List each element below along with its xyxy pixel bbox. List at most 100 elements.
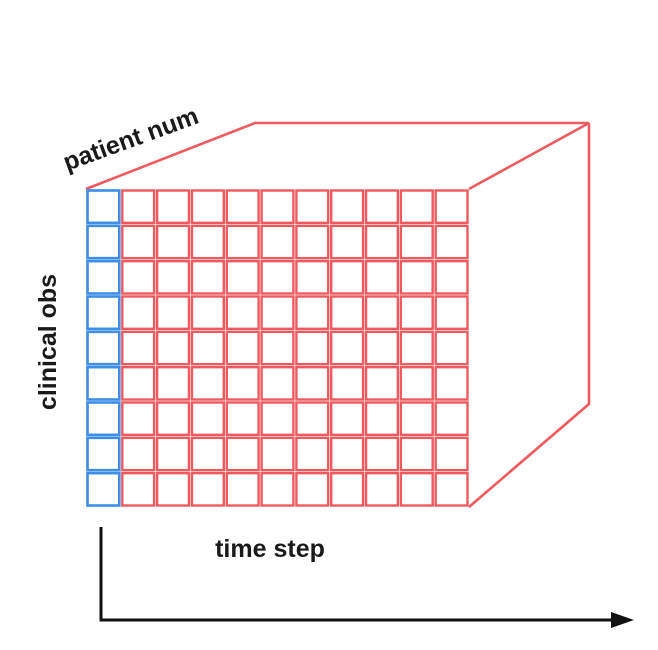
grid-cell bbox=[295, 259, 330, 295]
grid-cell bbox=[121, 401, 156, 437]
grid-cell bbox=[295, 189, 330, 225]
grid-cell bbox=[260, 295, 295, 331]
grid-cell bbox=[260, 189, 295, 225]
highlighted-cell bbox=[86, 401, 121, 437]
grid-cell bbox=[364, 471, 400, 507]
grid-cell bbox=[260, 259, 295, 295]
axis-line bbox=[99, 527, 612, 622]
grid-cell bbox=[295, 365, 330, 401]
grid-cell bbox=[399, 330, 434, 366]
grid-cell bbox=[364, 436, 400, 472]
grid-cell bbox=[121, 436, 156, 472]
grid-cell bbox=[155, 259, 191, 295]
grid-cell bbox=[434, 401, 469, 437]
grid-cell bbox=[121, 330, 156, 366]
grid-cell bbox=[225, 401, 260, 437]
highlighted-cell bbox=[86, 259, 121, 295]
grid-cell bbox=[155, 471, 191, 507]
grid-cell bbox=[295, 471, 330, 507]
grid-cell bbox=[399, 189, 434, 225]
grid-cell bbox=[225, 224, 260, 260]
grid-cell bbox=[399, 224, 434, 260]
grid-cell bbox=[399, 259, 434, 295]
highlighted-column bbox=[86, 189, 121, 507]
grid-cell bbox=[434, 436, 469, 472]
grid-cell bbox=[330, 436, 365, 472]
highlighted-cell bbox=[86, 224, 121, 260]
grid-cell bbox=[260, 330, 295, 366]
grid-cell bbox=[155, 224, 191, 260]
grid-cell bbox=[155, 189, 191, 225]
grid-cell bbox=[364, 189, 400, 225]
grid-cell bbox=[434, 365, 469, 401]
highlighted-cell bbox=[86, 189, 121, 225]
columns-axis-label: time step bbox=[215, 535, 325, 563]
grid-cell bbox=[190, 365, 225, 401]
depth-axis-label: patient num bbox=[59, 102, 202, 177]
grid-cell bbox=[399, 365, 434, 401]
grid-cell bbox=[190, 189, 225, 225]
grid-cell bbox=[295, 436, 330, 472]
grid-cell bbox=[121, 365, 156, 401]
grid-cell bbox=[121, 295, 156, 331]
grid-cell bbox=[434, 224, 469, 260]
grid-cell bbox=[295, 295, 330, 331]
grid-cell bbox=[225, 471, 260, 507]
grid-cell bbox=[225, 295, 260, 331]
front-grid bbox=[121, 189, 469, 507]
grid-cell bbox=[190, 224, 225, 260]
grid-cell bbox=[295, 330, 330, 366]
grid-cell bbox=[190, 259, 225, 295]
grid-cell bbox=[190, 295, 225, 331]
cube-top-face bbox=[85, 121, 590, 191]
grid-cell bbox=[155, 401, 191, 437]
grid-cell bbox=[225, 189, 260, 225]
grid-cell bbox=[434, 471, 469, 507]
grid-cell bbox=[121, 189, 156, 225]
grid-cell bbox=[225, 330, 260, 366]
grid-cell bbox=[364, 330, 400, 366]
grid-cell bbox=[260, 471, 295, 507]
grid-cell bbox=[155, 365, 191, 401]
grid-cell bbox=[434, 189, 469, 225]
grid-cell bbox=[434, 330, 469, 366]
grid-cell bbox=[330, 259, 365, 295]
grid-cell bbox=[190, 436, 225, 472]
arrow-head-icon bbox=[611, 612, 634, 628]
grid-cell bbox=[121, 224, 156, 260]
grid-cell bbox=[330, 224, 365, 260]
grid-cell bbox=[399, 436, 434, 472]
grid-cell bbox=[330, 401, 365, 437]
grid-cell bbox=[121, 471, 156, 507]
grid-cell bbox=[364, 259, 400, 295]
highlighted-cell bbox=[86, 365, 121, 401]
grid-cell bbox=[295, 224, 330, 260]
grid-cell bbox=[330, 471, 365, 507]
rows-axis-label: clinical obs bbox=[34, 274, 62, 410]
time-axis-arrow bbox=[99, 527, 634, 628]
grid-cell bbox=[260, 224, 295, 260]
grid-cell bbox=[330, 295, 365, 331]
grid-cell bbox=[364, 224, 400, 260]
grid-cell bbox=[364, 365, 400, 401]
grid-cell bbox=[260, 436, 295, 472]
highlighted-cell bbox=[86, 330, 121, 366]
grid-cell bbox=[364, 295, 400, 331]
grid-cell bbox=[225, 259, 260, 295]
grid-cell bbox=[295, 401, 330, 437]
grid-cell bbox=[330, 365, 365, 401]
grid-cell bbox=[399, 471, 434, 507]
grid-cell bbox=[399, 295, 434, 331]
grid-cell bbox=[434, 295, 469, 331]
highlighted-cell bbox=[86, 471, 121, 507]
highlighted-cell bbox=[86, 436, 121, 472]
grid-cell bbox=[225, 436, 260, 472]
cube-back-faces bbox=[85, 121, 591, 508]
grid-cell bbox=[190, 401, 225, 437]
grid-cell bbox=[190, 330, 225, 366]
grid-cell bbox=[121, 259, 156, 295]
grid-cell bbox=[225, 365, 260, 401]
grid-cell bbox=[260, 365, 295, 401]
grid-cell bbox=[155, 436, 191, 472]
grid-cell bbox=[190, 471, 225, 507]
